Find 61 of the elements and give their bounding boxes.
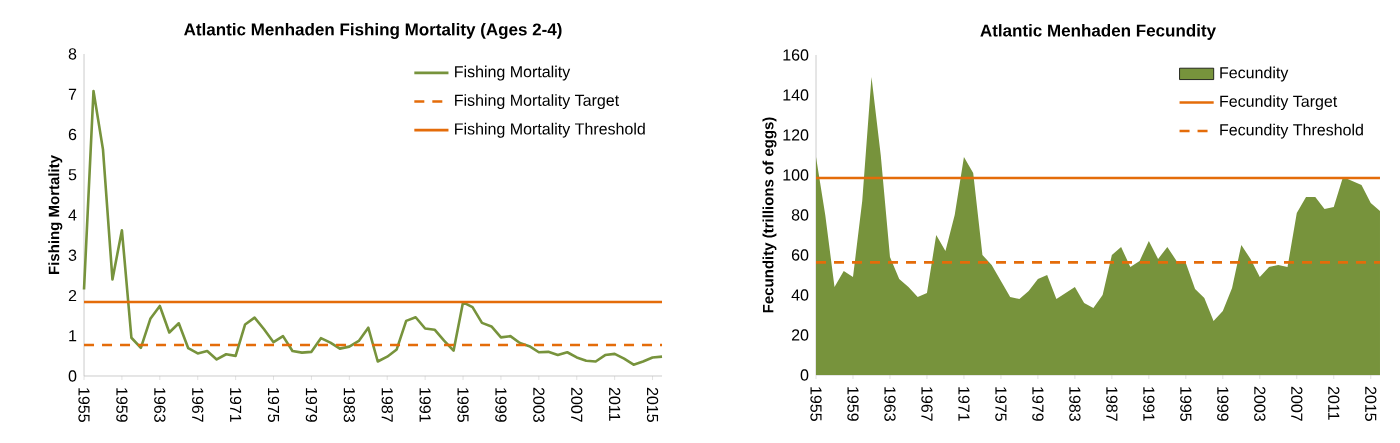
x-tick-label: 1995 [457,388,469,422]
x-tick-label: 2007 [571,387,583,422]
legend-label: Fecundity Threshold [1220,123,1363,139]
x-tick-label: 1979 [1032,387,1044,421]
y-tick-label: 8 [68,48,77,60]
x-tick-label: 1999 [1217,387,1229,421]
y-tick-label: 20 [791,329,809,341]
x-tick-label: 1975 [267,388,280,422]
x-tick-label: 1995 [1180,387,1192,421]
y-tick-label: 140 [783,89,809,101]
y-tick-label: 60 [791,249,809,261]
y-tick-label: 80 [791,209,809,221]
x-tick-label: 1959 [116,388,128,422]
chart-title: Atlantic Menhaden Fecundity [980,24,1216,40]
y-tick-label: 2 [68,289,77,302]
x-tick-label: 1975 [995,387,1007,421]
y-tick-label: 4 [68,209,77,221]
y-tick-label: 160 [783,49,809,61]
y-tick-label: 0 [68,370,77,382]
x-tick-label: 2003 [533,387,545,422]
x-tick-label: 1967 [192,388,204,422]
x-tick-label: 1991 [1143,387,1155,421]
x-tick-label: 1991 [419,388,431,422]
x-tick-label: 1963 [154,388,166,422]
y-tick-label: 7 [68,88,77,100]
x-tick-label: 1967 [921,387,933,421]
x-tick-label: 1971 [958,387,970,421]
y-tick-label: 1 [69,330,77,342]
x-tick-label: 1971 [229,388,242,422]
x-tick-label: 1955 [810,387,822,421]
y-tick-label: 100 [783,169,809,181]
x-tick-label: 1987 [381,388,393,422]
line-series [82,89,664,367]
x-tick-label: 2015 [1365,386,1377,421]
x-tick-label: 2011 [608,387,621,421]
x-tick-label: 1963 [884,387,896,421]
x-tick-label: 1987 [1106,387,1118,421]
x-tick-label: 2007 [1291,386,1303,421]
legend-label: Fishing Mortality Threshold [455,122,645,138]
x-tick-label: 1983 [343,388,355,422]
x-tick-label: 1959 [847,387,859,421]
y-tick-label: 6 [68,128,77,141]
x-tick-label: 1955 [78,388,90,422]
x-tick-label: 1999 [495,388,507,422]
y-axis-title: Fecundity (trillions of eggs) [762,117,777,313]
chart-title: Atlantic Menhaden Fishing Mortality (Ages 2-4) [184,23,562,39]
y-axis-title: Fishing Mortality [48,155,63,274]
x-tick-label: 2015 [646,387,659,422]
legend-label: Fishing Mortality Target [455,94,620,110]
y-tick-label: 3 [68,249,77,261]
legend-label: Fecundity [1220,66,1289,82]
x-tick-label: 1983 [1069,387,1081,421]
x-tick-label: 1979 [305,388,318,422]
y-tick-label: 5 [68,169,77,181]
y-tick-label: 0 [800,369,809,381]
legend-label: Fishing Mortality [455,65,571,81]
x-tick-label: 2011 [1328,386,1340,420]
y-tick-label: 40 [791,289,809,301]
y-tick-label: 120 [783,129,809,141]
x-tick-label: 2003 [1254,386,1266,421]
legend-label: Fecundity Target [1220,95,1338,111]
